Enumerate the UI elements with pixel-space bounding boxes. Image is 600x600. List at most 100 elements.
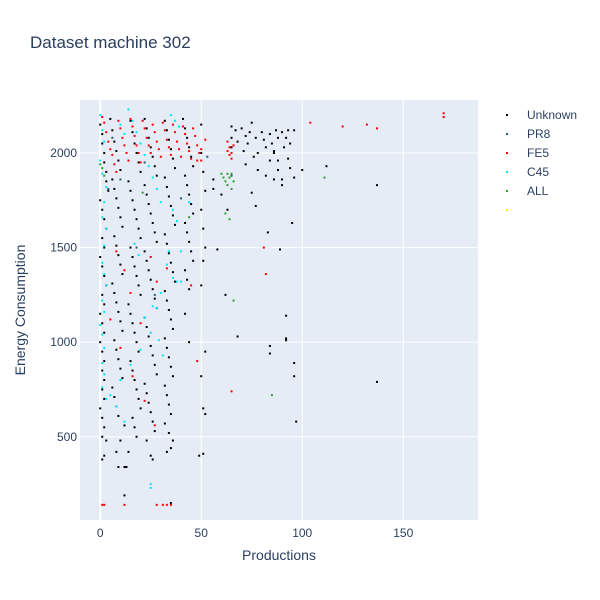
data-point-unknown [283, 146, 286, 149]
x-axis-title: Productions [242, 547, 316, 563]
data-point-unknown [182, 117, 185, 120]
legend-item-pr8[interactable]: PR8 [506, 127, 551, 141]
data-point-unknown [291, 221, 294, 224]
data-point-pr8 [206, 155, 209, 158]
data-point-pr8 [230, 174, 233, 177]
data-point-unknown [289, 142, 292, 145]
data-point-unknown [149, 454, 152, 457]
data-point-unknown [163, 233, 166, 236]
data-point-unknown [103, 379, 106, 381]
data-point-fe5 [230, 390, 233, 393]
data-point-unknown [139, 170, 142, 173]
legend-marker [506, 152, 508, 154]
data-point-unknown [184, 127, 187, 130]
data-point-unknown [200, 208, 203, 211]
data-point-unknown [375, 184, 378, 187]
data-point-unknown [151, 221, 154, 224]
data-point-unknown [131, 369, 134, 372]
data-point-fe5 [200, 148, 203, 151]
data-point-unknown [121, 273, 124, 276]
y-axis-title: Energy Consumption [12, 245, 28, 376]
data-point-unknown [240, 127, 243, 130]
data-point-unknown [117, 159, 120, 162]
legend-item-all[interactable]: ALL [506, 184, 549, 198]
x-tick-label: 0 [97, 526, 104, 540]
data-point-unknown [167, 356, 170, 359]
data-point-unknown [133, 426, 136, 429]
data-point-fe5 [264, 273, 267, 276]
data-point-c45 [165, 263, 168, 266]
data-point-unknown [276, 159, 279, 162]
data-point-unknown [186, 231, 189, 234]
data-point-fe5 [194, 134, 197, 137]
x-tick-label: 100 [292, 526, 312, 540]
data-point-fe5 [228, 153, 231, 156]
data-point-c45 [143, 153, 146, 156]
data-point-fe5 [442, 112, 445, 115]
data-point-fe5 [143, 399, 146, 402]
data-point-fe5 [155, 503, 158, 506]
data-point-fe5 [232, 144, 235, 147]
data-point-unknown [165, 299, 168, 302]
data-point-unknown [101, 133, 104, 136]
data-point-c45 [103, 244, 106, 247]
data-point-unknown [224, 293, 227, 296]
data-point-unknown [101, 458, 104, 461]
data-point-unknown [186, 184, 189, 187]
data-point-unknown [129, 189, 132, 192]
data-point-unknown [145, 127, 148, 130]
data-point-unknown [151, 155, 154, 158]
data-point-c45 [115, 405, 118, 408]
data-point-fe5 [196, 144, 199, 147]
data-point-fe5 [341, 125, 344, 128]
data-point-unknown [281, 184, 284, 187]
data-point-fe5 [123, 144, 126, 147]
legend-item-fe5[interactable]: FE5 [506, 146, 549, 160]
data-point-unknown [190, 250, 193, 253]
data-point-unknown [151, 354, 154, 357]
data-point-unknown [155, 373, 158, 376]
legend-item-c45[interactable]: C45 [506, 165, 549, 179]
data-point-unknown [202, 170, 205, 173]
legend-item-series-5[interactable] [506, 209, 508, 211]
data-point-fe5 [262, 246, 265, 249]
data-point-all [230, 172, 233, 175]
data-point-unknown [103, 218, 106, 221]
data-point-unknown [165, 242, 168, 245]
legend[interactable]: Unknown PR8 FE5 C45 ALL [506, 108, 577, 211]
data-point-unknown [169, 365, 172, 368]
data-point-c45 [149, 486, 152, 489]
data-point-c45 [101, 333, 104, 336]
data-point-unknown [101, 369, 104, 372]
data-point-fe5 [123, 269, 126, 272]
data-point-unknown [173, 280, 176, 283]
data-point-unknown [272, 151, 275, 154]
data-point-c45 [101, 386, 104, 389]
data-point-unknown [127, 180, 130, 183]
data-point-unknown [163, 290, 166, 293]
data-point-fe5 [115, 170, 118, 173]
data-point-unknown [117, 466, 120, 469]
data-point-pr8 [119, 178, 122, 181]
data-point-unknown [147, 203, 150, 206]
data-point-fe5 [121, 136, 124, 139]
data-point-unknown [135, 341, 138, 344]
data-point-unknown [202, 259, 205, 262]
data-point-fe5 [155, 140, 158, 143]
data-point-unknown [167, 138, 170, 141]
data-point-unknown [270, 142, 273, 145]
data-point-fe5 [139, 322, 142, 325]
data-point-unknown [129, 360, 132, 363]
data-point-unknown [103, 331, 106, 334]
data-point-unknown [117, 414, 120, 417]
data-point-c45 [159, 201, 162, 204]
data-point-unknown [119, 320, 122, 323]
data-point-fe5 [226, 140, 229, 143]
data-point-c45 [177, 125, 180, 128]
data-point-fe5 [180, 155, 183, 158]
data-point-unknown [145, 392, 148, 395]
data-point-fe5 [171, 123, 174, 126]
data-point-unknown [145, 259, 148, 262]
legend-item-unknown[interactable]: Unknown [506, 108, 577, 122]
